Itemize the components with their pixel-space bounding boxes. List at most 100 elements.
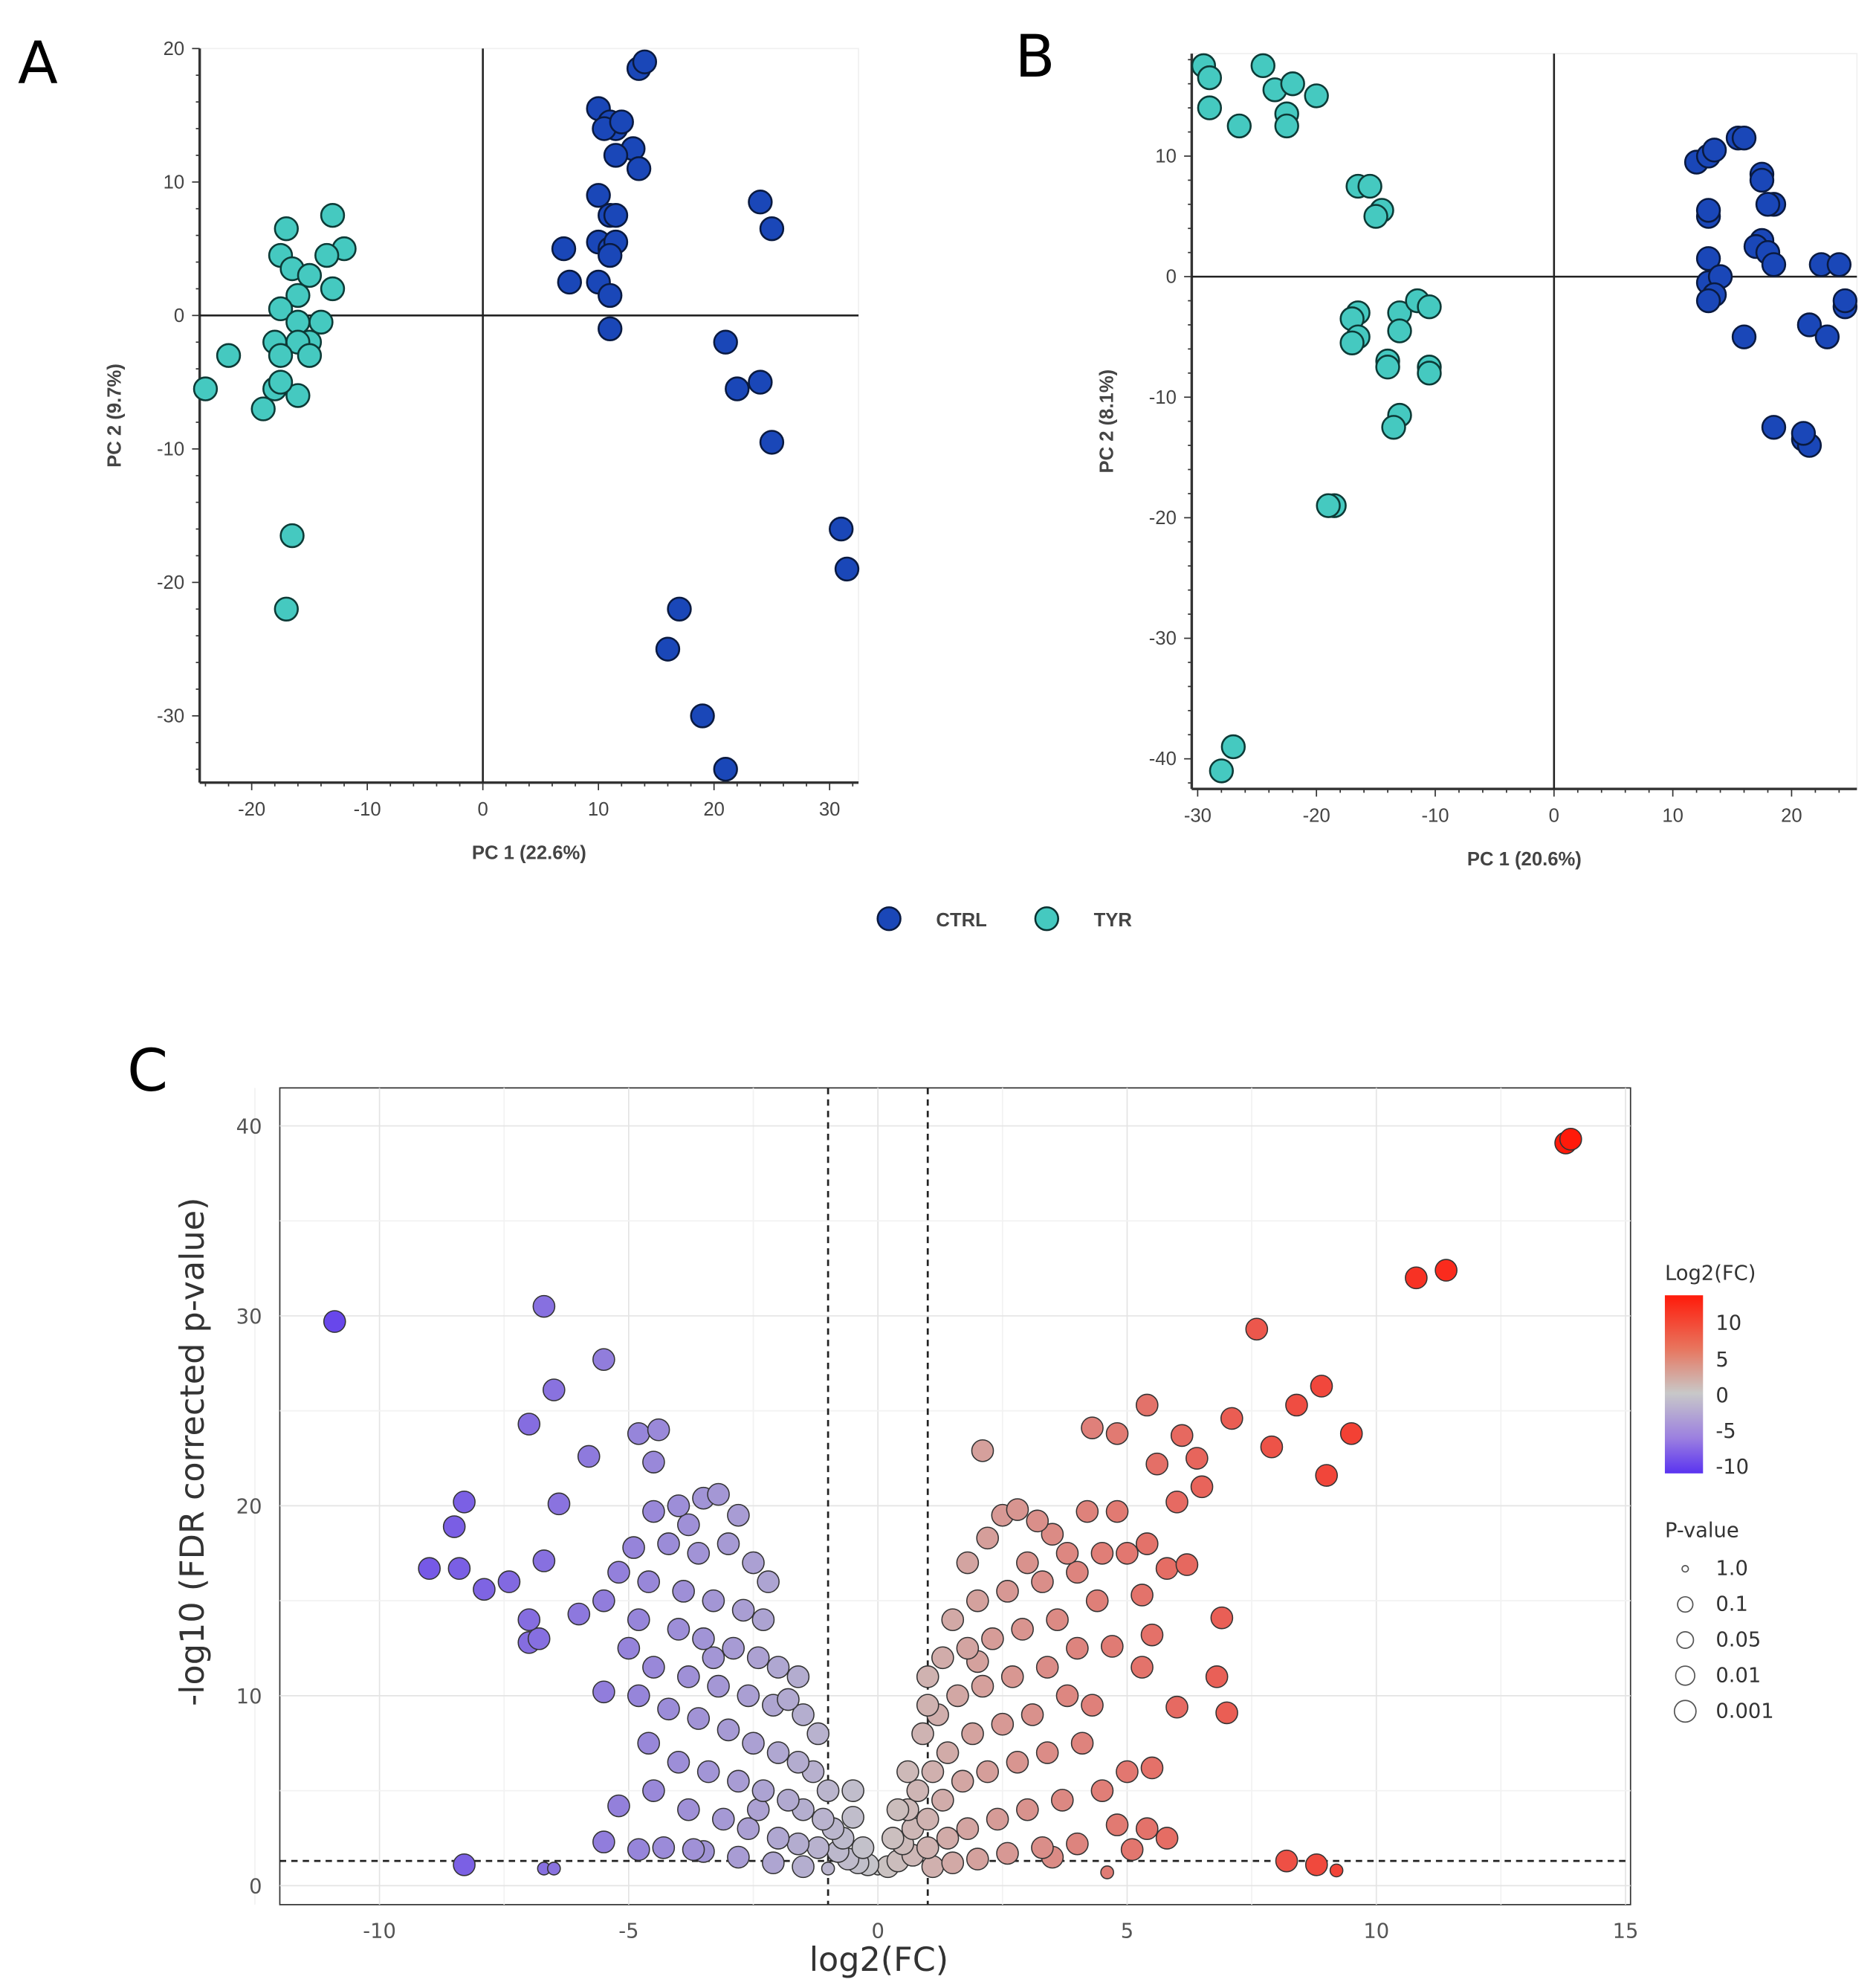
data-point xyxy=(1210,1606,1234,1630)
data-point xyxy=(921,1855,945,1879)
data-point-ctrl xyxy=(1749,167,1775,193)
data-point xyxy=(1055,1541,1079,1565)
legend-ctrl-label: CTRL xyxy=(936,910,986,931)
color-legend-tick: 0 xyxy=(1715,1384,1728,1407)
data-point xyxy=(1155,1827,1179,1850)
data-point-tyr xyxy=(297,343,323,368)
data-point xyxy=(766,1741,790,1764)
data-point xyxy=(881,1827,905,1850)
x-tick-label: -5 xyxy=(618,1920,638,1943)
data-point-ctrl xyxy=(1695,198,1721,223)
data-point xyxy=(642,1500,665,1523)
data-point xyxy=(547,1492,571,1516)
data-point-tyr xyxy=(1274,113,1299,139)
data-point-tyr xyxy=(274,216,299,242)
data-point-tyr xyxy=(250,396,276,422)
data-point xyxy=(517,1413,541,1436)
data-point xyxy=(1170,1424,1194,1447)
data-point xyxy=(1066,1636,1089,1660)
data-point-ctrl xyxy=(1832,288,1858,314)
data-point-ctrl xyxy=(1761,415,1787,440)
color-legend-tick: 10 xyxy=(1715,1311,1741,1334)
plot-area xyxy=(198,48,859,784)
data-point xyxy=(1031,1570,1054,1593)
data-point xyxy=(546,1862,561,1876)
data-point-ctrl xyxy=(1761,252,1787,277)
data-point xyxy=(1055,1684,1079,1708)
panel-label-a: A xyxy=(18,29,58,97)
color-legend-tick: -5 xyxy=(1715,1420,1736,1443)
x-axis-label: PC 1 (22.6%) xyxy=(472,842,586,863)
color-legend-tick: -10 xyxy=(1715,1456,1749,1479)
y-tick-label: 10 xyxy=(164,172,185,193)
data-point-tyr xyxy=(1375,355,1400,380)
y-tick-label: 40 xyxy=(236,1116,262,1139)
data-point xyxy=(1066,1560,1089,1584)
data-point-tyr xyxy=(314,242,340,268)
data-point xyxy=(622,1536,645,1559)
data-point xyxy=(707,1482,730,1506)
data-point xyxy=(323,1310,346,1333)
data-point xyxy=(936,1827,960,1850)
y-tick-label: 20 xyxy=(236,1496,262,1519)
data-point xyxy=(961,1722,984,1746)
data-point xyxy=(727,1503,750,1527)
data-point xyxy=(1105,1500,1129,1523)
data-point xyxy=(1116,1760,1139,1784)
legend-tyr-label: TYR xyxy=(1094,910,1132,931)
data-point xyxy=(1190,1475,1214,1499)
data-point xyxy=(1339,1422,1363,1445)
pca-legend: CTRL TYR xyxy=(876,906,1132,932)
data-point xyxy=(453,1853,476,1876)
data-point-ctrl xyxy=(655,636,681,662)
data-point xyxy=(687,1541,711,1565)
data-point xyxy=(1175,1553,1199,1576)
data-point-tyr xyxy=(279,523,305,549)
data-point-ctrl xyxy=(1755,192,1781,217)
y-tick-label: -40 xyxy=(1149,749,1177,769)
data-point xyxy=(637,1570,661,1593)
x-tick-label: 20 xyxy=(703,799,725,820)
x-tick-label: -20 xyxy=(238,799,265,820)
data-point xyxy=(956,1817,980,1841)
data-point-tyr xyxy=(1250,53,1275,79)
data-point xyxy=(1035,1741,1059,1764)
data-point-tyr xyxy=(1197,65,1223,91)
data-point xyxy=(996,1842,1019,1865)
color-legend-bar xyxy=(1664,1295,1704,1474)
data-point-tyr xyxy=(1280,71,1305,97)
data-point xyxy=(642,1450,665,1474)
data-point-ctrl xyxy=(713,757,738,782)
data-point xyxy=(1035,1656,1059,1679)
data-point xyxy=(637,1731,661,1755)
data-point xyxy=(642,1656,665,1679)
data-point xyxy=(737,1684,760,1708)
data-point xyxy=(692,1627,715,1650)
data-point xyxy=(1135,1393,1159,1417)
x-tick-label: -10 xyxy=(354,799,381,820)
data-point xyxy=(931,1646,954,1670)
data-point-tyr xyxy=(193,376,219,401)
data-point xyxy=(1090,1541,1114,1565)
data-point xyxy=(886,1798,910,1821)
color-legend-title: Log2(FC) xyxy=(1665,1262,1756,1285)
data-point xyxy=(1076,1500,1099,1523)
data-point xyxy=(812,1807,835,1831)
data-point xyxy=(1105,1813,1129,1836)
data-point-tyr xyxy=(1381,415,1406,440)
data-point xyxy=(627,1684,650,1708)
size-legend-marker xyxy=(1681,1565,1689,1573)
data-point xyxy=(592,1680,615,1704)
data-point xyxy=(966,1847,989,1871)
data-point xyxy=(916,1807,939,1831)
y-tick-label: 20 xyxy=(164,39,185,59)
data-point xyxy=(757,1570,780,1593)
data-point-tyr xyxy=(268,369,294,395)
x-axis-label: PC 1 (20.6%) xyxy=(1467,849,1582,870)
data-point xyxy=(722,1636,745,1660)
x-tick-label: -30 xyxy=(1184,806,1212,827)
data-point-tyr xyxy=(1316,493,1341,518)
y-tick-label: -30 xyxy=(1149,628,1177,649)
data-point xyxy=(1165,1490,1188,1514)
